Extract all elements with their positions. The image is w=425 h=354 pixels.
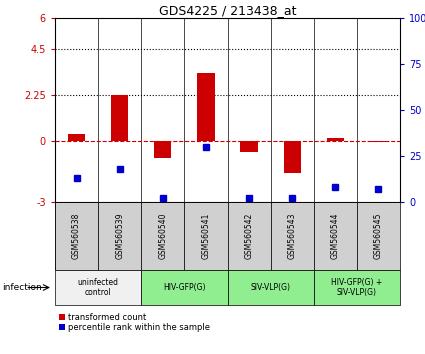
Text: GSM560543: GSM560543 xyxy=(288,213,297,259)
Bar xyxy=(357,202,400,270)
Text: GSM560541: GSM560541 xyxy=(201,213,210,259)
Text: GSM560538: GSM560538 xyxy=(72,213,81,259)
Text: GSM560545: GSM560545 xyxy=(374,213,383,259)
Bar xyxy=(327,138,344,141)
Bar xyxy=(314,270,400,305)
Bar xyxy=(227,202,271,270)
Text: infection: infection xyxy=(2,283,42,292)
Bar xyxy=(241,141,258,152)
Legend: transformed count, percentile rank within the sample: transformed count, percentile rank withi… xyxy=(59,313,210,332)
Bar xyxy=(68,133,85,141)
Bar xyxy=(197,73,215,141)
Text: HIV-GFP(G): HIV-GFP(G) xyxy=(163,283,206,292)
Bar xyxy=(184,202,227,270)
Title: GDS4225 / 213438_at: GDS4225 / 213438_at xyxy=(159,4,296,17)
Text: GSM560542: GSM560542 xyxy=(244,213,254,259)
Bar xyxy=(141,270,227,305)
Bar xyxy=(98,202,141,270)
Text: GSM560544: GSM560544 xyxy=(331,213,340,259)
Bar xyxy=(55,270,141,305)
Bar xyxy=(271,202,314,270)
Text: HIV-GFP(G) +
SIV-VLP(G): HIV-GFP(G) + SIV-VLP(G) xyxy=(331,278,382,297)
Bar xyxy=(227,270,314,305)
Bar xyxy=(111,95,128,141)
Text: GSM560539: GSM560539 xyxy=(115,213,124,259)
Text: SIV-VLP(G): SIV-VLP(G) xyxy=(251,283,291,292)
Bar xyxy=(141,202,184,270)
Text: uninfected
control: uninfected control xyxy=(78,278,119,297)
Bar xyxy=(314,202,357,270)
Bar xyxy=(154,141,171,158)
Bar xyxy=(370,141,387,142)
Bar xyxy=(283,141,301,173)
Text: GSM560540: GSM560540 xyxy=(158,213,167,259)
Bar xyxy=(55,202,98,270)
